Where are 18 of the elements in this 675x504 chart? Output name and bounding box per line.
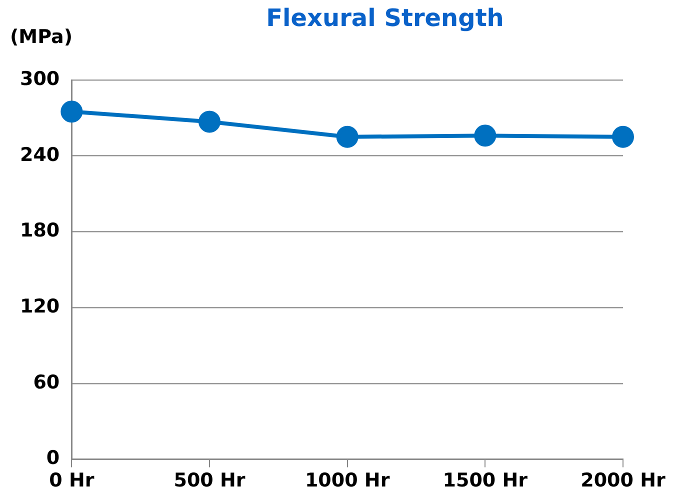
y-tick-label: 60 xyxy=(33,371,60,394)
x-tick-label: 2000 Hr xyxy=(580,470,666,492)
x-tick-label: 1000 Hr xyxy=(304,470,390,492)
point xyxy=(336,126,358,148)
x-tick-label: 1500 Hr xyxy=(442,470,528,492)
x-tick-label: 0 Hr xyxy=(49,470,95,492)
point xyxy=(198,110,220,133)
y-tick-label: 120 xyxy=(20,295,60,318)
y-tick-label: 300 xyxy=(20,68,60,90)
y-axis-title: (MPa) xyxy=(10,26,73,48)
point xyxy=(612,126,634,148)
x-tick-label: 500 Hr xyxy=(174,470,246,492)
y-tick-label: 180 xyxy=(20,220,60,242)
point xyxy=(474,124,496,147)
y-tick-label: 0 xyxy=(46,447,60,470)
y-tick-label: 240 xyxy=(20,144,60,166)
chart-title: Flexural Strength xyxy=(265,4,505,32)
point xyxy=(60,100,83,123)
